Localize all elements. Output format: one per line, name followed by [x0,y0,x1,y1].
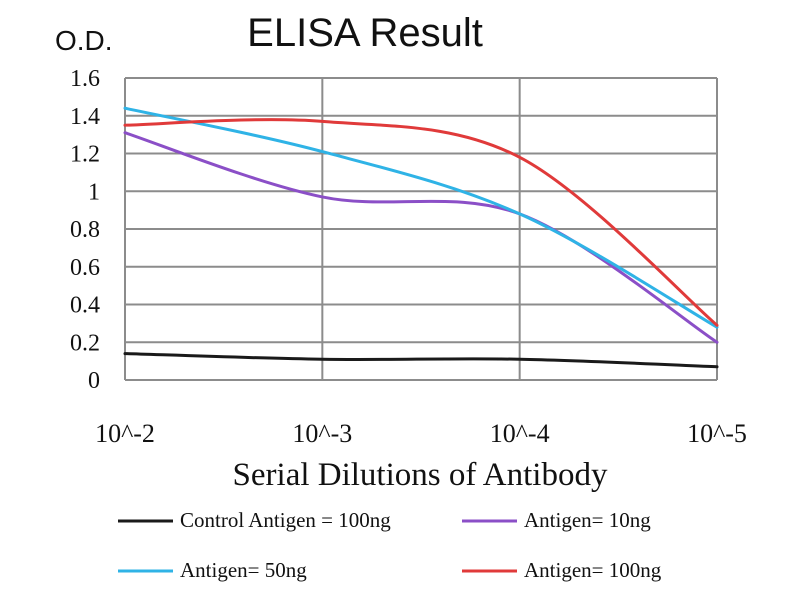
y-axis-label: O.D. [55,25,113,56]
y-tick-label: 1 [88,179,100,205]
grid [124,77,718,381]
x-tick-label: 10^-2 [95,419,155,448]
legend-label: Antigen= 50ng [180,558,307,582]
series-line [123,352,719,369]
x-axis-label: Serial Dilutions of Antibody [233,457,608,493]
x-tick-label: 10^-3 [292,419,352,448]
y-tick-label: 0.6 [70,255,100,281]
series-line [123,131,719,344]
y-tick-label: 1.6 [70,66,100,92]
legend-label: Antigen= 100ng [524,558,662,582]
x-tick-labels: 10^-2 10^-3 10^-4 10^-5 [95,419,747,448]
x-tick-label: 10^-5 [687,419,747,448]
legend-label: Antigen= 10ng [524,508,651,532]
series-lines [123,106,719,369]
y-tick-label: 0.2 [70,330,100,356]
y-tick-labels: 0 0.2 0.4 0.6 0.8 1 1.2 1.4 1.6 [70,66,100,394]
y-tick-label: 0.8 [70,217,100,243]
x-tick-label: 10^-4 [490,419,550,448]
series-line [123,118,719,327]
y-tick-label: 0.4 [70,293,100,319]
series-line [123,106,719,329]
chart-title: ELISA Result [247,11,483,55]
y-tick-label: 0 [88,368,100,394]
y-tick-label: 1.2 [70,142,100,168]
legend: Control Antigen = 100ng Antigen= 10ng Anti… [118,508,662,582]
legend-label: Control Antigen = 100ng [180,508,391,532]
y-tick-label: 1.4 [70,104,100,130]
